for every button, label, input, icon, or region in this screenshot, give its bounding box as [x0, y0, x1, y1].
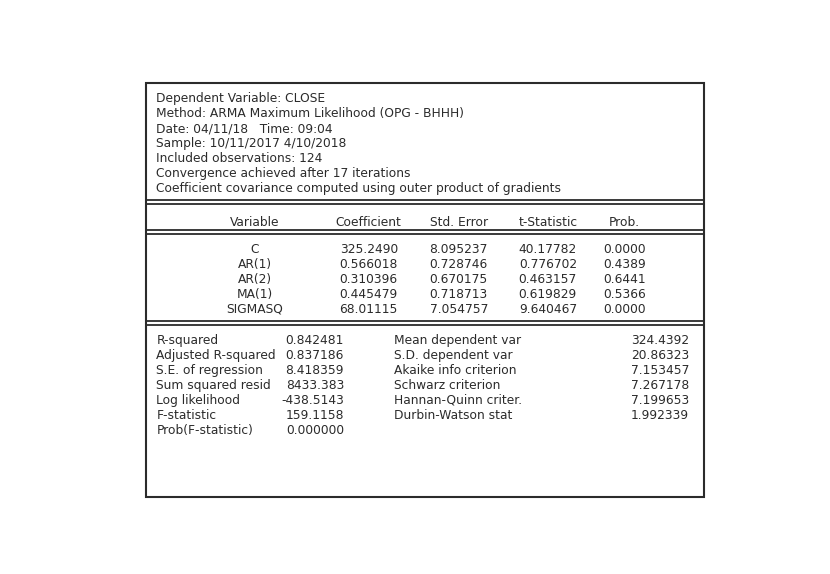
Text: 0.0000: 0.0000 [603, 242, 646, 255]
Text: 0.728746: 0.728746 [430, 258, 488, 270]
Text: Included observations: 124: Included observations: 124 [156, 152, 323, 165]
Text: 0.000000: 0.000000 [286, 424, 344, 437]
Text: AR(2): AR(2) [238, 273, 272, 285]
Text: Convergence achieved after 17 iterations: Convergence achieved after 17 iterations [156, 167, 411, 180]
Text: Schwarz criterion: Schwarz criterion [394, 379, 500, 392]
Text: t-Statistic: t-Statistic [518, 216, 578, 228]
Text: Akaike info criterion: Akaike info criterion [394, 364, 517, 377]
Text: -438.5143: -438.5143 [281, 394, 344, 407]
Text: 7.054757: 7.054757 [429, 302, 488, 316]
Text: Variable: Variable [230, 216, 280, 228]
Text: Prob.: Prob. [609, 216, 640, 228]
Text: 1.992339: 1.992339 [631, 409, 689, 422]
Text: 324.4392: 324.4392 [631, 333, 689, 347]
Text: 0.837186: 0.837186 [286, 349, 344, 362]
Text: 0.463157: 0.463157 [519, 273, 577, 285]
Text: 0.842481: 0.842481 [286, 333, 344, 347]
Text: 0.619829: 0.619829 [519, 288, 577, 301]
Text: Hannan-Quinn criter.: Hannan-Quinn criter. [394, 394, 523, 407]
Text: 159.1158: 159.1158 [286, 409, 344, 422]
Text: MA(1): MA(1) [237, 288, 273, 301]
Text: 20.86323: 20.86323 [631, 349, 689, 362]
Text: Adjusted R-squared: Adjusted R-squared [156, 349, 276, 362]
Text: Std. Error: Std. Error [430, 216, 488, 228]
Text: 40.17782: 40.17782 [519, 242, 577, 255]
Text: R-squared: R-squared [156, 333, 218, 347]
Text: 7.267178: 7.267178 [631, 379, 689, 392]
Text: 0.0000: 0.0000 [603, 302, 646, 316]
Text: 0.6441: 0.6441 [603, 273, 646, 285]
Text: 0.670175: 0.670175 [430, 273, 488, 285]
Text: F-statistic: F-statistic [156, 409, 217, 422]
Text: Durbin-Watson stat: Durbin-Watson stat [394, 409, 513, 422]
Text: 0.4389: 0.4389 [603, 258, 646, 270]
Text: Method: ARMA Maximum Likelihood (OPG - BHHH): Method: ARMA Maximum Likelihood (OPG - B… [156, 107, 465, 120]
Text: 0.5366: 0.5366 [603, 288, 646, 301]
Text: Mean dependent var: Mean dependent var [394, 333, 521, 347]
Text: Sample: 10/11/2017 4/10/2018: Sample: 10/11/2017 4/10/2018 [156, 137, 347, 150]
Text: Coefficient covariance computed using outer product of gradients: Coefficient covariance computed using ou… [156, 182, 561, 195]
Text: AR(1): AR(1) [238, 258, 272, 270]
Text: 68.01115: 68.01115 [339, 302, 398, 316]
Text: 325.2490: 325.2490 [339, 242, 398, 255]
Text: Dependent Variable: CLOSE: Dependent Variable: CLOSE [156, 92, 325, 105]
Text: C: C [251, 242, 259, 255]
Bar [146, 83, 705, 497]
Text: 8.418359: 8.418359 [286, 364, 344, 377]
Text: Log likelihood: Log likelihood [156, 394, 241, 407]
Text: Coefficient: Coefficient [336, 216, 402, 228]
Text: S.E. of regression: S.E. of regression [156, 364, 263, 377]
Text: 0.445479: 0.445479 [339, 288, 398, 301]
Text: 0.566018: 0.566018 [339, 258, 398, 270]
Text: 7.153457: 7.153457 [631, 364, 689, 377]
Text: 8433.383: 8433.383 [286, 379, 344, 392]
Text: SIGMASQ: SIGMASQ [227, 302, 283, 316]
Text: Sum squared resid: Sum squared resid [156, 379, 271, 392]
Text: 9.640467: 9.640467 [519, 302, 577, 316]
Text: S.D. dependent var: S.D. dependent var [394, 349, 513, 362]
Text: 8.095237: 8.095237 [429, 242, 488, 255]
Text: Prob(F-statistic): Prob(F-statistic) [156, 424, 253, 437]
Text: 0.776702: 0.776702 [519, 258, 577, 270]
Text: 0.310396: 0.310396 [339, 273, 398, 285]
Text: Date: 04/11/18   Time: 09:04: Date: 04/11/18 Time: 09:04 [156, 122, 333, 135]
Text: 0.718713: 0.718713 [430, 288, 488, 301]
Text: 7.199653: 7.199653 [631, 394, 689, 407]
